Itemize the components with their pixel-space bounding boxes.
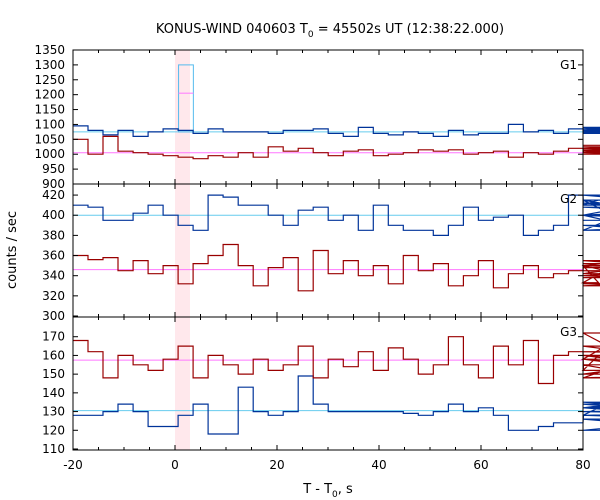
y-tick-label: 160 xyxy=(42,348,65,362)
y-tick-label: 400 xyxy=(42,208,65,222)
y-tick-label: 1150 xyxy=(34,103,65,117)
series-hard-g1 xyxy=(73,135,600,160)
series-soft-g1 xyxy=(73,123,600,137)
y-tick-label: 1100 xyxy=(34,117,65,131)
x-tick-label: 0 xyxy=(171,458,179,472)
y-axis-title: counts / sec xyxy=(5,211,20,289)
y-tick-label: 950 xyxy=(42,162,65,176)
panel-frame xyxy=(72,316,584,451)
y-tick-label: 120 xyxy=(42,423,65,437)
y-tick-label: 1000 xyxy=(34,147,65,161)
y-tick-label: 320 xyxy=(42,289,65,303)
x-tick-label: 40 xyxy=(371,458,386,472)
y-tick-label: 1250 xyxy=(34,73,65,87)
y-tick-label: 420 xyxy=(42,188,65,202)
panel-label: G3 xyxy=(560,325,577,339)
x-axis-title-rest: , s xyxy=(338,482,353,497)
x-tick-labels: -20 0 20 40 60 80 xyxy=(63,458,590,472)
y-tick-label: 900 xyxy=(42,177,65,191)
x-tick-label: 80 xyxy=(575,458,590,472)
chart-title-subscript: 0 xyxy=(308,30,314,40)
x-tick-label: -20 xyxy=(63,458,83,472)
y-tick-label: 1300 xyxy=(34,58,65,72)
x-tick-label: 60 xyxy=(473,458,488,472)
series-hard-g2 xyxy=(73,243,600,292)
y-tick-label: 340 xyxy=(42,269,65,283)
y-tick-label: 170 xyxy=(42,330,65,344)
chart-title-main: KONUS-WIND 040603 T xyxy=(156,22,308,37)
series-hard-g3 xyxy=(73,332,600,385)
chart-title-rest: = 45502s UT (12:38:22.000) xyxy=(314,22,504,37)
y-tick-label: 1200 xyxy=(34,88,65,102)
panel-frame xyxy=(72,49,584,185)
x-axis-title: T - T0, s xyxy=(302,482,353,500)
series-soft-g3 xyxy=(73,375,600,435)
panel-label: G2 xyxy=(560,192,577,206)
y-tick-label: 140 xyxy=(42,386,65,400)
burst-interval-band xyxy=(175,317,191,450)
panel-g3: 110 120 130 140 150 160 170 G3 xyxy=(42,316,600,456)
chart-title: KONUS-WIND 040603 T0 = 45502s UT (12:38:… xyxy=(156,22,504,40)
spike-bar xyxy=(178,64,194,133)
y-tick-label: 1350 xyxy=(34,43,65,57)
y-tick-label: 1050 xyxy=(34,132,65,146)
plot-layer: 90095010001050110011501200125013001350G1… xyxy=(34,43,600,472)
burst-interval-band xyxy=(175,50,191,184)
x-tick-label: 20 xyxy=(269,458,284,472)
y-tick-label: 360 xyxy=(42,249,65,263)
panel-g2: 300 320 340 360 380 400 420 G2 xyxy=(42,183,600,323)
burst-interval-band xyxy=(175,184,191,317)
panel-label: G1 xyxy=(560,58,577,72)
x-axis-title-subscript: 0 xyxy=(332,490,338,500)
y-tick-label: 300 xyxy=(42,309,65,323)
x-axis-title-main: T - T xyxy=(302,482,332,497)
y-tick-label: 380 xyxy=(42,228,65,242)
y-tick-label: 150 xyxy=(42,367,65,381)
y-tick-label: 130 xyxy=(42,405,65,419)
y-tick-label: 110 xyxy=(42,442,65,456)
